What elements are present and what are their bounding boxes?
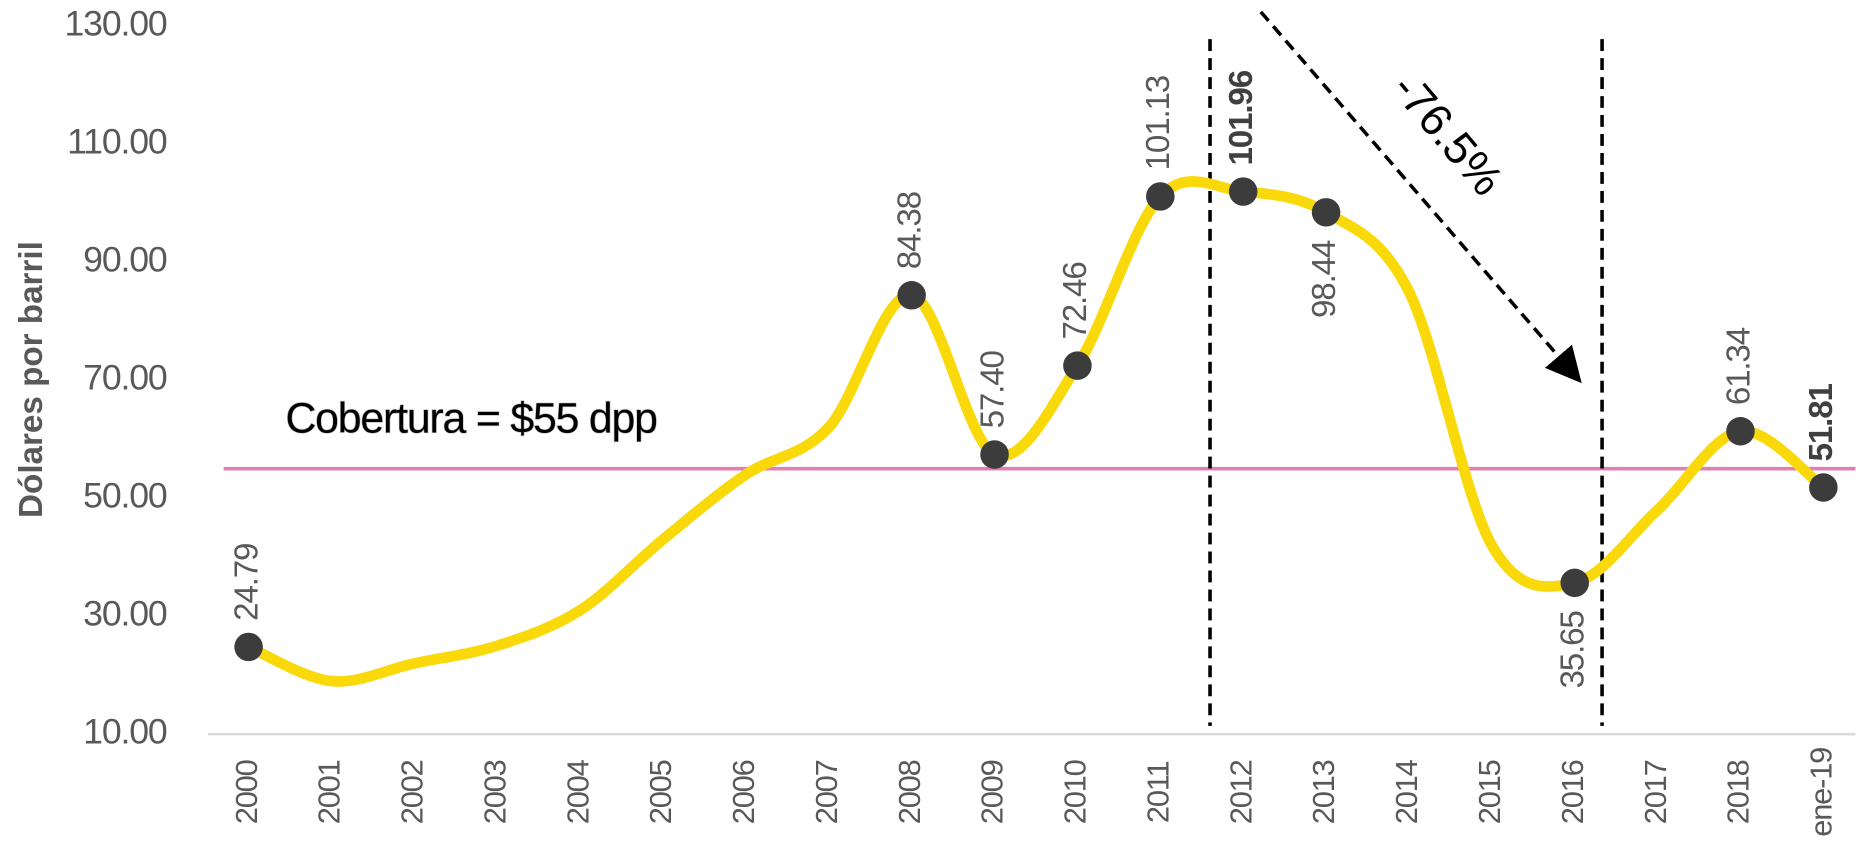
series-line (243, 176, 1829, 687)
x-tick-label: 2013 (1306, 760, 1341, 824)
data-point (1228, 177, 1258, 206)
x-tick-label: 2001 (312, 760, 347, 824)
x-tick-label: 2015 (1472, 760, 1507, 824)
x-tick-label: 2002 (394, 760, 429, 824)
x-tick-label: 2012 (1223, 760, 1258, 824)
data-point (897, 281, 926, 310)
data-point (1063, 351, 1092, 380)
x-tick-label: 2004 (560, 759, 595, 824)
data-point (1726, 417, 1755, 446)
trend-arrow (1259, 10, 1582, 384)
y-tick-label: 30.00 (83, 594, 167, 634)
x-tick-label: 2017 (1638, 760, 1673, 824)
data-label: 35.65 (1554, 611, 1591, 689)
data-label: 72.46 (1057, 262, 1094, 340)
data-label: 98.44 (1306, 240, 1343, 318)
y-axis-label: Dólares por barril (13, 241, 50, 518)
x-tick-label: 2014 (1389, 759, 1424, 824)
x-tick-label: 2005 (643, 760, 678, 824)
data-point (1311, 198, 1341, 227)
x-tick-label: ene-19 (1803, 748, 1838, 837)
y-tick-label: 70.00 (83, 358, 167, 398)
data-point (234, 632, 263, 662)
y-tick-label: 90.00 (83, 240, 167, 280)
y-tick-label: 50.00 (83, 476, 167, 516)
data-point (1809, 473, 1838, 502)
data-label: 101.96 (1223, 70, 1260, 165)
x-tick-label: 2016 (1555, 760, 1590, 824)
data-label: 84.38 (891, 191, 928, 269)
x-tick-label: 2006 (726, 760, 761, 824)
y-tick-label: 10.00 (83, 712, 167, 752)
reference-label: Cobertura = $55 dpp (285, 395, 656, 443)
data-label: 101.13 (1140, 75, 1177, 170)
x-tick-label: 2003 (477, 760, 512, 824)
x-tick-label: 2000 (229, 760, 264, 824)
x-tick-label: 2007 (809, 760, 844, 824)
data-label: 24.79 (228, 544, 265, 621)
data-label: 51.81 (1803, 384, 1840, 462)
x-tick-label: 2018 (1721, 760, 1756, 824)
y-tick-label: 130.00 (65, 4, 167, 44)
trend-annotation: -76.5% (1382, 63, 1513, 205)
y-tick-label: 110.00 (67, 122, 167, 162)
data-label: 57.40 (974, 351, 1011, 429)
x-tick-label: 2008 (892, 760, 927, 824)
x-tick-label: 2010 (1058, 760, 1093, 824)
x-tick-label: 2011 (1140, 762, 1175, 824)
data-point (1560, 568, 1589, 598)
data-point (1146, 182, 1175, 211)
data-label: 61.34 (1720, 327, 1757, 405)
x-tick-label: 2009 (975, 760, 1010, 824)
data-point (980, 440, 1009, 469)
